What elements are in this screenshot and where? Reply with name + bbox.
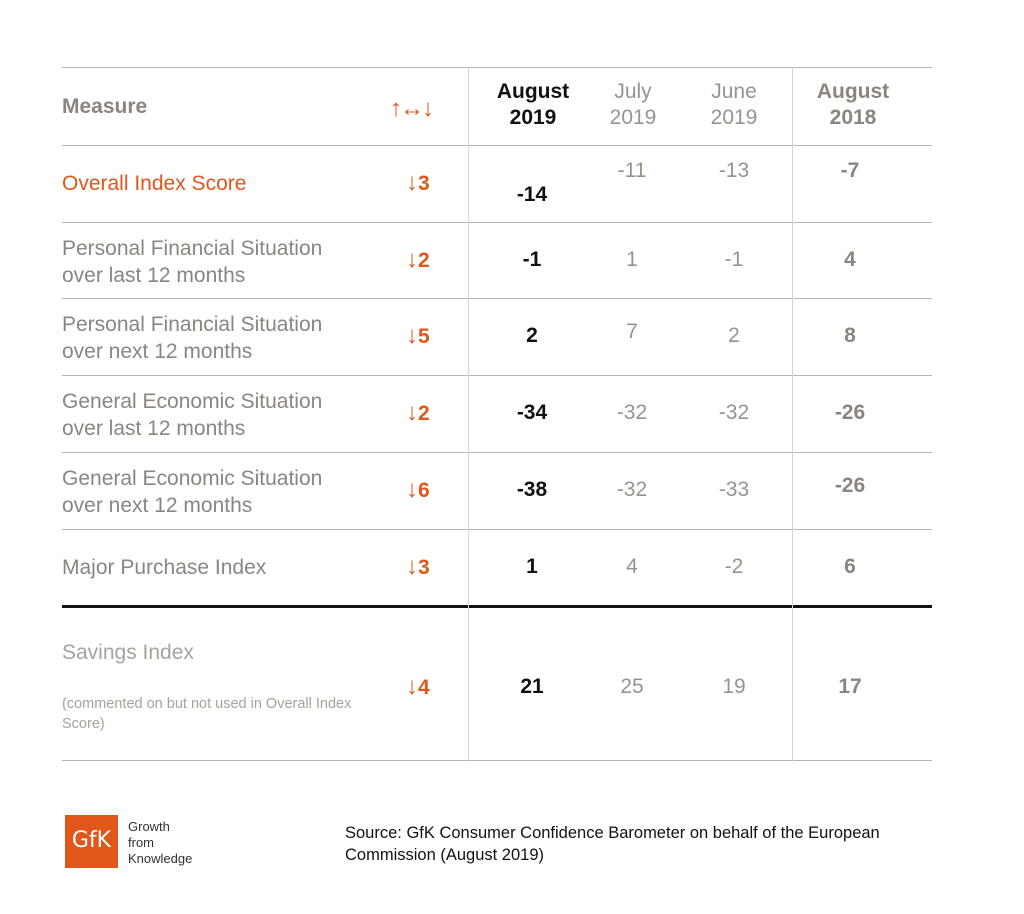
header-august-2019: August 2019	[496, 80, 570, 129]
down-arrow-icon: ↓	[406, 169, 418, 196]
gfk-logo-text: GfK	[71, 828, 112, 853]
savings-index-note: (commented on but not used in Overall In…	[62, 696, 352, 732]
value-jul2019: -32	[616, 401, 648, 424]
change-value: 2	[418, 249, 430, 272]
measure-label-line: over next 12 months	[62, 340, 253, 363]
row-divider	[62, 298, 932, 299]
change-value: 6	[418, 479, 430, 502]
value-jul2019: 7	[626, 320, 638, 343]
savings-separator	[62, 605, 932, 608]
change-value: 2	[418, 402, 430, 425]
down-arrow-icon: ↓	[406, 322, 418, 349]
measure-label-line: Major Purchase Index	[62, 556, 267, 579]
value-jul2019: -11	[617, 159, 647, 182]
savings-change: ↓4	[406, 673, 430, 701]
down-arrow-icon: ↓	[406, 553, 418, 580]
consumer-confidence-table: Measure ↑↔↓ August 2019 July 2019 June 2019…	[62, 67, 932, 761]
change-value: 3	[418, 172, 430, 195]
tagline-line: Knowledge	[128, 851, 193, 866]
change-value: 4	[418, 676, 430, 699]
value-aug2019: -38	[516, 478, 548, 501]
change-indicator: ↓2	[406, 246, 430, 274]
measure-label: Major Purchase Index	[62, 554, 392, 581]
column-divider-year	[792, 67, 793, 761]
down-arrow-icon: ↓	[406, 399, 418, 426]
change-indicator: ↓2	[406, 399, 430, 427]
measure-label: General Economic Situation over next 12 m…	[62, 465, 392, 519]
down-arrow-icon: ↓	[406, 673, 418, 700]
value-aug2019: -34	[516, 401, 548, 424]
table-top-border	[62, 67, 932, 68]
savings-jul-2019: 25	[620, 675, 644, 698]
value-aug2018: 8	[844, 324, 856, 347]
row-divider	[62, 222, 932, 223]
header-august-2018: August 2018	[816, 80, 890, 129]
tagline-line: from	[128, 835, 154, 850]
value-aug2018: -26	[834, 401, 866, 424]
measure-label: Personal Financial Situation over next 12…	[62, 311, 392, 365]
row-divider	[62, 375, 932, 376]
header-july-2019: July 2019	[609, 80, 657, 129]
measure-label-line: General Economic Situation	[62, 467, 323, 490]
savings-aug-2019: 21	[520, 675, 544, 698]
value-jul2019: 4	[626, 555, 638, 578]
value-jul2019: -32	[616, 478, 648, 501]
change-indicator: ↓3	[406, 553, 430, 581]
header-june-2019: June 2019	[710, 80, 758, 129]
change-value: 3	[418, 556, 430, 579]
measure-label-line: over last 12 months	[62, 264, 246, 287]
measure-label-line: over next 12 months	[62, 494, 253, 517]
change-indicator: ↓6	[406, 476, 430, 504]
down-arrow-icon: ↓	[406, 476, 418, 503]
column-divider-current	[468, 67, 469, 761]
value-aug2019: -1	[522, 248, 542, 271]
savings-index-label: Savings Index	[62, 641, 194, 664]
value-jun2019: -1	[724, 248, 744, 271]
value-aug2018: 4	[844, 248, 856, 271]
value-aug2018: 6	[844, 555, 856, 578]
measure-label-line: Personal Financial Situation	[62, 237, 323, 260]
savings-aug-2018: 17	[838, 675, 862, 698]
measure-label: Personal Financial Situation over last 12…	[62, 235, 392, 289]
row-divider	[62, 452, 932, 453]
savings-jun-2019: 19	[722, 675, 746, 698]
up-left-right-down-arrows-icon: ↑↔↓	[390, 95, 434, 122]
value-jun2019: -33	[718, 478, 750, 501]
value-jul2019: 1	[626, 248, 638, 271]
measure-label-line: Personal Financial Situation	[62, 313, 323, 336]
change-indicator: ↓5	[406, 322, 430, 350]
value-aug2019: -14	[516, 183, 548, 206]
table-bottom-border	[62, 760, 932, 761]
measure-label-line: Overall Index Score	[62, 172, 247, 195]
measure-label-line: over last 12 months	[62, 417, 246, 440]
gfk-logo: GfK	[65, 815, 118, 868]
value-jun2019: -13	[718, 159, 750, 182]
value-jun2019: -2	[724, 555, 744, 578]
measure-label: Overall Index Score	[62, 170, 392, 197]
source-note: Source: GfK Consumer Confidence Baromete…	[345, 824, 880, 864]
row-divider	[62, 529, 932, 530]
header-measure: Measure	[62, 95, 148, 118]
header-divider	[62, 145, 932, 146]
value-jun2019: 2	[728, 324, 740, 347]
measure-label-line: General Economic Situation	[62, 390, 323, 413]
change-indicator: ↓3	[406, 169, 430, 197]
value-aug2019: 2	[526, 324, 538, 347]
value-aug2018: -7	[840, 159, 860, 182]
down-arrow-icon: ↓	[406, 246, 418, 273]
value-aug2018: -26	[834, 474, 866, 497]
measure-label: General Economic Situation over last 12 m…	[62, 388, 392, 442]
value-jun2019: -32	[718, 401, 750, 424]
change-value: 5	[418, 325, 430, 348]
tagline-line: Growth	[128, 819, 170, 834]
value-aug2019: 1	[526, 555, 538, 578]
gfk-tagline: Growth from Knowledge	[128, 819, 192, 867]
